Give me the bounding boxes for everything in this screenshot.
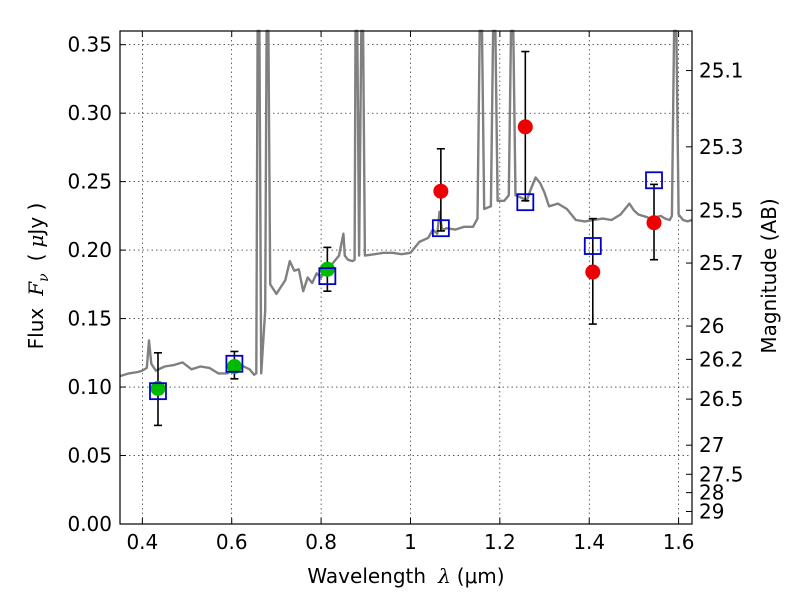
x-tick-label: 0.6 bbox=[216, 530, 248, 554]
x-tick-label: 1.4 bbox=[573, 530, 605, 554]
nir-point bbox=[646, 215, 662, 231]
x-axis-title-prefix: Wavelength bbox=[307, 564, 426, 588]
model-square bbox=[225, 354, 244, 373]
nir-point bbox=[517, 119, 533, 135]
optical-point bbox=[226, 359, 242, 375]
model-square bbox=[318, 267, 337, 286]
spectrum-layer bbox=[119, 29, 693, 378]
model-square bbox=[516, 193, 535, 212]
x-tick-label: 1.6 bbox=[663, 530, 695, 554]
x-axis-title-unit: (μm) bbox=[457, 564, 505, 588]
spectrum-line bbox=[119, 29, 693, 378]
grid bbox=[120, 31, 692, 524]
y-tick-label: 0.35 bbox=[67, 33, 112, 57]
y-tick-label: 0.00 bbox=[67, 512, 112, 536]
x-tick-label: 1.2 bbox=[484, 530, 516, 554]
mag-tick-label: 26.2 bbox=[699, 347, 744, 371]
nir-point bbox=[433, 183, 449, 199]
y-axis-title: Flux Fν ( μJy ) bbox=[24, 203, 52, 350]
y-axis-title-mu: μ bbox=[24, 235, 48, 248]
mag-tick-label: 25.5 bbox=[699, 198, 744, 222]
mag-tick-label: 25.7 bbox=[699, 251, 744, 275]
x-axis-title-symbol: λ bbox=[437, 564, 451, 588]
y-axis-title-unit: Jy ) bbox=[24, 203, 48, 237]
x-tick-label: 1 bbox=[404, 530, 417, 554]
nir-point bbox=[585, 264, 601, 280]
model-square bbox=[583, 237, 602, 255]
mag-tick-label: 26.5 bbox=[699, 387, 744, 411]
y2-axis-title: Magnitude (AB) bbox=[757, 198, 781, 353]
y-tick-label: 0.15 bbox=[67, 307, 112, 331]
mag-tick-label: 28 bbox=[699, 481, 724, 505]
optical-point bbox=[319, 261, 335, 277]
x-tick-label: 0.8 bbox=[305, 530, 337, 554]
points-layer bbox=[149, 119, 663, 401]
mag-tick-label: 25.1 bbox=[699, 59, 744, 83]
mag-tick-label: 27 bbox=[699, 433, 724, 457]
mag-tick-label: 26 bbox=[699, 314, 724, 338]
mag-tick-label: 25.3 bbox=[699, 135, 744, 159]
y-tick-label: 0.25 bbox=[67, 170, 112, 194]
y-axis-title-symbol: F bbox=[24, 281, 48, 297]
x-tick-label: 0.4 bbox=[126, 530, 158, 554]
x-axis-title: Wavelength λ (μm) bbox=[307, 564, 504, 588]
model-square bbox=[149, 382, 167, 401]
plot-frame bbox=[119, 30, 693, 525]
mag-tick-label: 29 bbox=[699, 500, 724, 524]
ticks-layer: 0.4 0.6 0.8 1 1.2 1.4 1.6 0.00 0.05 0.10 0.15 0.20 0… bbox=[67, 31, 744, 554]
y-tick-label: 0.30 bbox=[67, 101, 112, 125]
y-axis-title-prefix: Flux bbox=[24, 308, 48, 350]
y-axis-title-subscript: ν bbox=[36, 273, 52, 282]
model-square bbox=[645, 171, 663, 190]
y-tick-label: 0.10 bbox=[67, 375, 112, 399]
y-axis-title-open-paren: ( bbox=[24, 254, 48, 262]
y-tick-label: 0.20 bbox=[67, 238, 112, 262]
mag-tick-label: 27.5 bbox=[699, 462, 744, 486]
optical-point bbox=[150, 380, 166, 396]
model-square bbox=[431, 219, 450, 238]
y-tick-label: 0.05 bbox=[67, 444, 112, 468]
